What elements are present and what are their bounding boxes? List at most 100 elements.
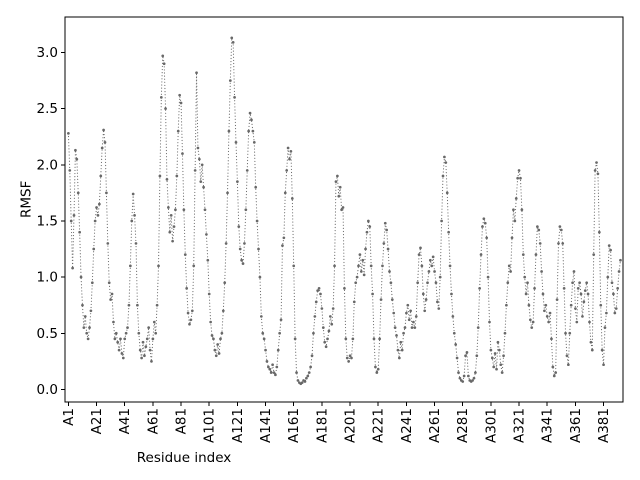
data-point (478, 286, 481, 290)
data-point (292, 264, 296, 268)
data-point (164, 107, 167, 110)
data-point (323, 340, 327, 344)
data-point (99, 174, 103, 178)
data-point (183, 253, 187, 256)
data-point (544, 303, 548, 307)
data-point (512, 208, 515, 212)
data-point (114, 331, 118, 335)
data-point (497, 348, 501, 352)
data-point (381, 264, 384, 268)
data-point (506, 281, 510, 285)
data-point (75, 157, 79, 161)
data-point (167, 206, 170, 209)
data-point (245, 169, 249, 172)
data-point (152, 320, 156, 324)
data-point (406, 303, 410, 307)
data-point (150, 359, 153, 363)
data-point (536, 225, 539, 228)
data-point (358, 253, 362, 256)
data-point (614, 307, 618, 310)
data-point (552, 374, 556, 378)
data-point (244, 208, 248, 212)
data-point (510, 236, 514, 240)
data-point (610, 281, 614, 285)
data-point (526, 281, 529, 285)
x-tick-label: A21 (89, 408, 105, 434)
data-point (455, 356, 459, 360)
data-point (143, 354, 146, 358)
data-point (296, 379, 300, 382)
data-point (543, 309, 546, 313)
data-point (207, 292, 211, 296)
data-point (107, 281, 111, 285)
data-point (112, 320, 115, 324)
data-point (267, 365, 270, 369)
data-point (464, 354, 467, 358)
data-point (550, 337, 553, 341)
data-point (158, 174, 162, 178)
data-point (559, 228, 563, 232)
data-point (231, 41, 235, 44)
data-point (162, 62, 166, 66)
x-tick-label: A221 (371, 408, 387, 443)
data-point (88, 326, 91, 329)
data-point (283, 191, 287, 195)
data-point (440, 219, 443, 223)
x-tick-label: A1 (61, 408, 77, 426)
data-point (531, 320, 535, 324)
data-point (395, 334, 398, 337)
data-point (609, 248, 612, 252)
x-axis-label-text: Residue index (136, 450, 232, 466)
data-point (338, 185, 342, 189)
data-point (557, 242, 560, 245)
data-point (500, 371, 504, 374)
data-point (496, 340, 500, 344)
data-point (261, 331, 265, 335)
data-point (259, 315, 263, 318)
data-point (540, 270, 543, 273)
data-point (289, 149, 293, 153)
data-point (533, 286, 536, 290)
data-point (537, 228, 541, 232)
data-point (527, 303, 531, 307)
data-point (129, 264, 132, 268)
data-point (276, 348, 280, 352)
data-point (200, 163, 204, 167)
data-point (581, 315, 584, 318)
data-point (240, 258, 243, 262)
data-point (127, 303, 131, 307)
data-point (230, 36, 234, 40)
data-point (168, 230, 172, 234)
data-point (123, 337, 127, 341)
data-point (333, 264, 336, 268)
data-point (145, 337, 149, 341)
x-tick-label: A41 (117, 408, 133, 434)
y-tick-label: 0.5 (37, 326, 58, 342)
data-point (320, 307, 324, 310)
y-axis-label: RMSF (19, 181, 35, 218)
data-point (212, 337, 215, 341)
data-point (307, 371, 311, 374)
data-point (251, 129, 255, 133)
data-point (488, 320, 491, 324)
data-point (281, 244, 284, 248)
data-point (519, 176, 522, 180)
data-point (344, 337, 348, 341)
data-point (78, 230, 81, 234)
data-point (81, 303, 84, 307)
data-point (390, 298, 394, 301)
data-point (172, 225, 176, 228)
data-point (368, 225, 372, 228)
data-point (233, 96, 236, 99)
data-point (567, 363, 570, 367)
data-point (407, 318, 411, 322)
data-point (116, 340, 120, 344)
data-point (103, 140, 107, 144)
data-point (113, 337, 117, 341)
data-point (274, 373, 277, 377)
data-point (321, 326, 325, 329)
data-point (481, 225, 484, 228)
data-point (475, 354, 479, 358)
x-axis-label: Residue index (0, 450, 528, 466)
data-point (110, 292, 114, 296)
